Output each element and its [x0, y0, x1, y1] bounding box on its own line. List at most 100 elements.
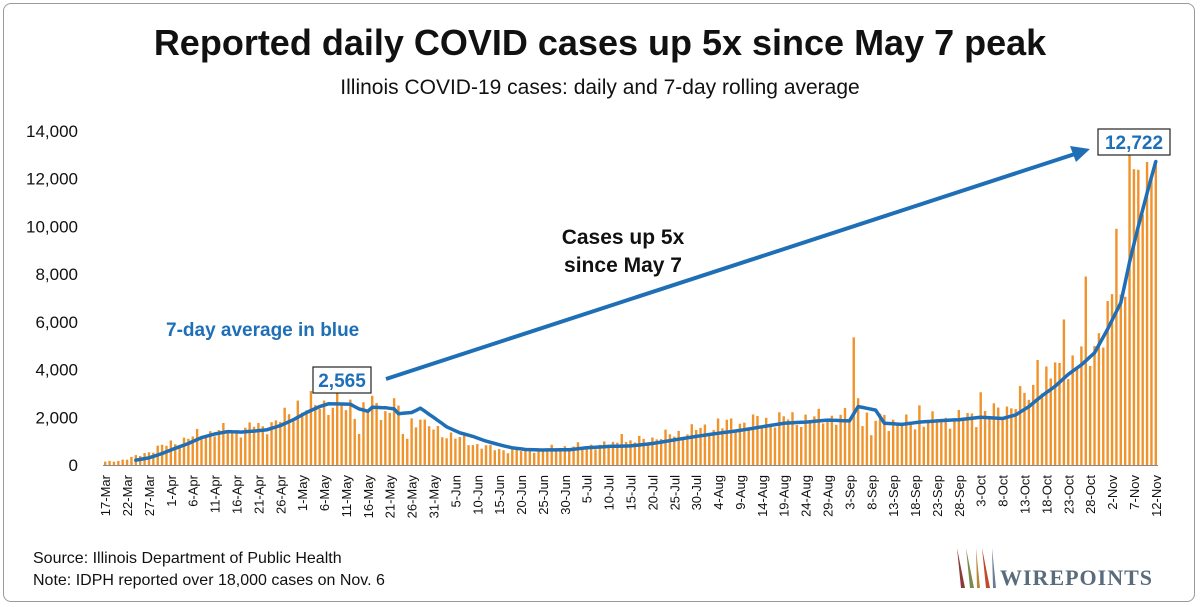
daily-bar: [638, 435, 641, 465]
daily-bar: [765, 417, 768, 465]
daily-bar: [274, 420, 278, 465]
daily-bar: [458, 436, 461, 465]
x-tick-label: 3-Oct: [974, 475, 989, 507]
daily-bar: [957, 409, 961, 465]
daily-bar: [340, 404, 343, 465]
daily-bar: [322, 400, 326, 465]
daily-bar: [130, 456, 133, 465]
daily-bar: [419, 419, 422, 465]
x-tick-label: 20-Jul: [645, 475, 660, 511]
daily-bar: [756, 416, 759, 465]
daily-bar: [226, 432, 229, 465]
daily-bar: [887, 431, 890, 465]
daily-bar: [598, 444, 602, 465]
daily-bar: [1110, 294, 1114, 465]
daily-bar: [948, 428, 952, 465]
x-tick-label: 15-Jun: [492, 475, 507, 515]
x-tick-label: 11-May: [339, 475, 354, 518]
x-tick-label: 21-May: [383, 475, 398, 519]
daily-bar: [1071, 355, 1074, 465]
daily-bar: [677, 430, 680, 465]
daily-bar: [624, 441, 628, 465]
annotations: 2,565 12,722 7-day average in blue Cases up…: [166, 128, 1171, 394]
daily-bar: [1005, 406, 1009, 465]
daily-bar: [209, 431, 212, 465]
daily-bar: [362, 402, 365, 465]
daily-bar: [392, 398, 396, 465]
daily-bar: [1141, 214, 1144, 465]
daily-bar: [165, 445, 168, 465]
x-tick-label: 19-Aug: [777, 475, 792, 517]
x-tick-label: 6-Apr: [186, 474, 201, 506]
daily-bar: [1123, 296, 1127, 465]
daily-bar: [603, 441, 606, 465]
daily-bar: [117, 460, 120, 465]
daily-bar: [314, 405, 317, 465]
daily-bar: [572, 446, 575, 465]
daily-bar: [489, 444, 492, 465]
daily-bar: [703, 424, 707, 465]
daily-bar: [515, 448, 518, 465]
x-tick-label: 23-Oct: [1061, 475, 1076, 514]
daily-bar: [1067, 379, 1070, 465]
daily-bar: [918, 405, 921, 465]
x-tick-label: 4-Aug: [711, 475, 726, 510]
daily-bar: [940, 422, 943, 465]
daily-bar: [244, 427, 247, 465]
daily-bar: [1128, 152, 1131, 465]
daily-bar: [546, 448, 549, 465]
daily-bar: [169, 440, 173, 465]
x-axis: 17-Mar 22-Mar 27-Mar 1-Apr 6-Apr 11-Apr 16-Apr…: [98, 465, 1164, 519]
daily-bar: [191, 436, 194, 465]
x-tick-label: 3-Sep: [842, 475, 857, 510]
daily-bar: [821, 423, 825, 465]
x-tick-label: 15-Jul: [624, 475, 639, 511]
x-tick-label: 23-Sep: [930, 475, 945, 517]
x-tick-label: 1-May: [295, 475, 310, 512]
daily-bar: [874, 420, 877, 465]
daily-bar: [1088, 366, 1092, 465]
daily-bar: [248, 422, 251, 465]
x-tick-label: 5-Jun: [448, 475, 463, 508]
daily-bar: [436, 425, 440, 465]
daily-bar: [511, 449, 514, 465]
daily-bar: [782, 416, 785, 465]
daily-bar: [690, 424, 693, 465]
daily-bar: [581, 447, 584, 465]
daily-bar: [585, 446, 588, 465]
daily-bar: [305, 410, 308, 465]
daily-bar: [997, 407, 1000, 465]
x-tick-label: 24-Aug: [799, 475, 814, 517]
daily-bar: [642, 438, 645, 465]
chart-title: Reported daily COVID cases up 5x since M…: [153, 22, 1047, 63]
daily-bar: [423, 419, 426, 465]
daily-bar: [1018, 386, 1022, 465]
daily-bar: [506, 453, 510, 465]
daily-bar: [865, 412, 869, 465]
y-tick-label: 0: [69, 456, 78, 475]
daily-bar: [357, 433, 361, 465]
x-tick-label: 28-Oct: [1083, 475, 1098, 514]
daily-bar: [1145, 162, 1149, 465]
daily-bar: [830, 415, 834, 465]
y-axis: 0 2,000 4,000 6,000 8,000 10,000 12,000 14,000: [26, 122, 78, 475]
daily-bar: [826, 421, 829, 465]
daily-bar: [1036, 360, 1039, 465]
daily-bar: [808, 420, 812, 465]
daily-bar: [375, 403, 378, 465]
daily-bar: [953, 419, 956, 465]
daily-bar: [121, 459, 124, 465]
x-tick-label: 10-Jun: [470, 475, 485, 515]
x-tick-label: 10-Jul: [602, 475, 617, 511]
daily-bar: [537, 448, 540, 465]
daily-bar: [1058, 362, 1061, 465]
daily-bar: [384, 411, 387, 465]
x-tick-label: 13-Sep: [886, 475, 901, 517]
daily-bar: [454, 438, 457, 465]
daily-bar: [1132, 169, 1136, 465]
daily-bar: [1137, 169, 1140, 465]
daily-bar: [817, 408, 820, 465]
daily-bar: [681, 437, 685, 465]
daily-bar: [366, 411, 370, 465]
